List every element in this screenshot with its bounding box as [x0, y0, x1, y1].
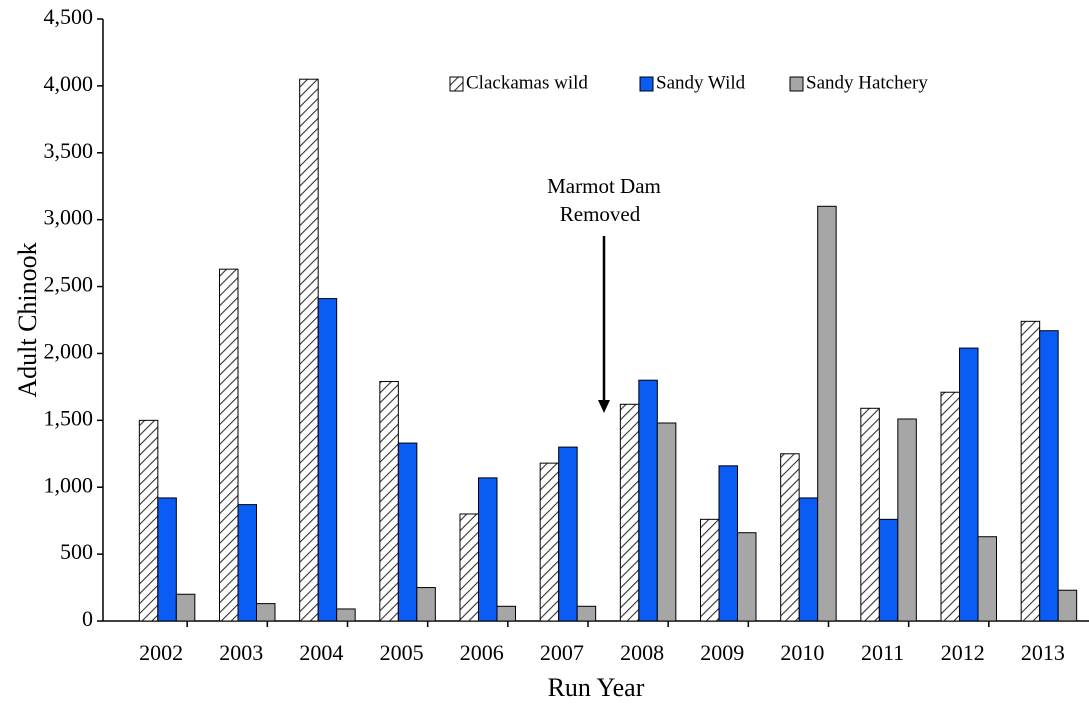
x-tick-label: 2007 — [540, 640, 584, 665]
bar — [700, 518, 720, 622]
x-tick-label: 2008 — [620, 640, 664, 665]
y-tick-label: 500 — [60, 539, 93, 564]
bar — [656, 422, 677, 622]
y-tick-label: 2,000 — [44, 338, 94, 363]
legend-swatch — [449, 76, 464, 92]
legend-swatch — [639, 76, 654, 92]
bar — [539, 462, 560, 622]
bar — [860, 407, 880, 622]
legend-label: Sandy Hatchery — [806, 72, 928, 93]
bar — [558, 446, 578, 622]
bar — [638, 379, 658, 622]
bar — [416, 587, 436, 622]
y-tick-label: 2,500 — [44, 272, 94, 297]
bar — [817, 205, 837, 622]
x-axis-title: Run Year — [548, 673, 645, 702]
annotation-arrowhead — [598, 400, 610, 413]
x-tick-label: 2003 — [219, 640, 263, 665]
bar — [317, 298, 338, 622]
bar — [336, 608, 356, 622]
x-tick-label: 2012 — [941, 640, 985, 665]
legend-label: Sandy Wild — [656, 72, 746, 93]
bar — [959, 347, 979, 622]
bar — [576, 605, 597, 622]
bar — [219, 268, 239, 622]
y-tick-label: 4,000 — [44, 71, 94, 96]
bar — [175, 593, 196, 622]
x-tick-label: 2011 — [861, 640, 904, 665]
bar — [780, 453, 800, 622]
x-tick-label: 2013 — [1021, 640, 1065, 665]
bar — [737, 532, 757, 622]
bar — [718, 465, 738, 622]
x-tick-label: 2002 — [139, 640, 183, 665]
bar — [878, 518, 899, 622]
bar — [379, 381, 399, 622]
x-tick-label: 2004 — [299, 640, 343, 665]
bar — [496, 605, 516, 622]
bar — [1020, 320, 1041, 622]
bar — [619, 403, 640, 622]
bar — [397, 442, 418, 622]
y-tick-label: 1,500 — [44, 405, 94, 430]
bar — [256, 603, 276, 622]
bar — [798, 497, 819, 622]
bar — [897, 418, 917, 622]
bar — [1039, 330, 1059, 622]
x-tick-label: 2006 — [460, 640, 504, 665]
bar — [478, 477, 498, 622]
y-tick-label: 3,000 — [44, 205, 94, 230]
x-tick-label: 2010 — [780, 640, 824, 665]
y-tick-label: 4,500 — [44, 4, 94, 29]
annotation: Marmot Dam — [547, 174, 661, 198]
y-tick-label: 0 — [82, 606, 93, 631]
bar — [299, 78, 319, 622]
bar — [157, 497, 177, 622]
y-tick-label: 3,500 — [44, 138, 94, 163]
y-tick-label: 1,000 — [44, 472, 94, 497]
bar — [459, 513, 479, 622]
bar — [940, 391, 960, 622]
x-tick-label: 2009 — [700, 640, 744, 665]
bar — [138, 419, 159, 622]
annotation: Removed — [560, 202, 641, 226]
bar — [977, 536, 997, 622]
bar — [1057, 589, 1078, 622]
legend-swatch — [789, 76, 804, 92]
legend-label: Clackamas wild — [466, 72, 588, 93]
x-tick-label: 2005 — [380, 640, 424, 665]
bar — [237, 504, 257, 622]
y-axis-title: Adult Chinook — [13, 242, 42, 397]
